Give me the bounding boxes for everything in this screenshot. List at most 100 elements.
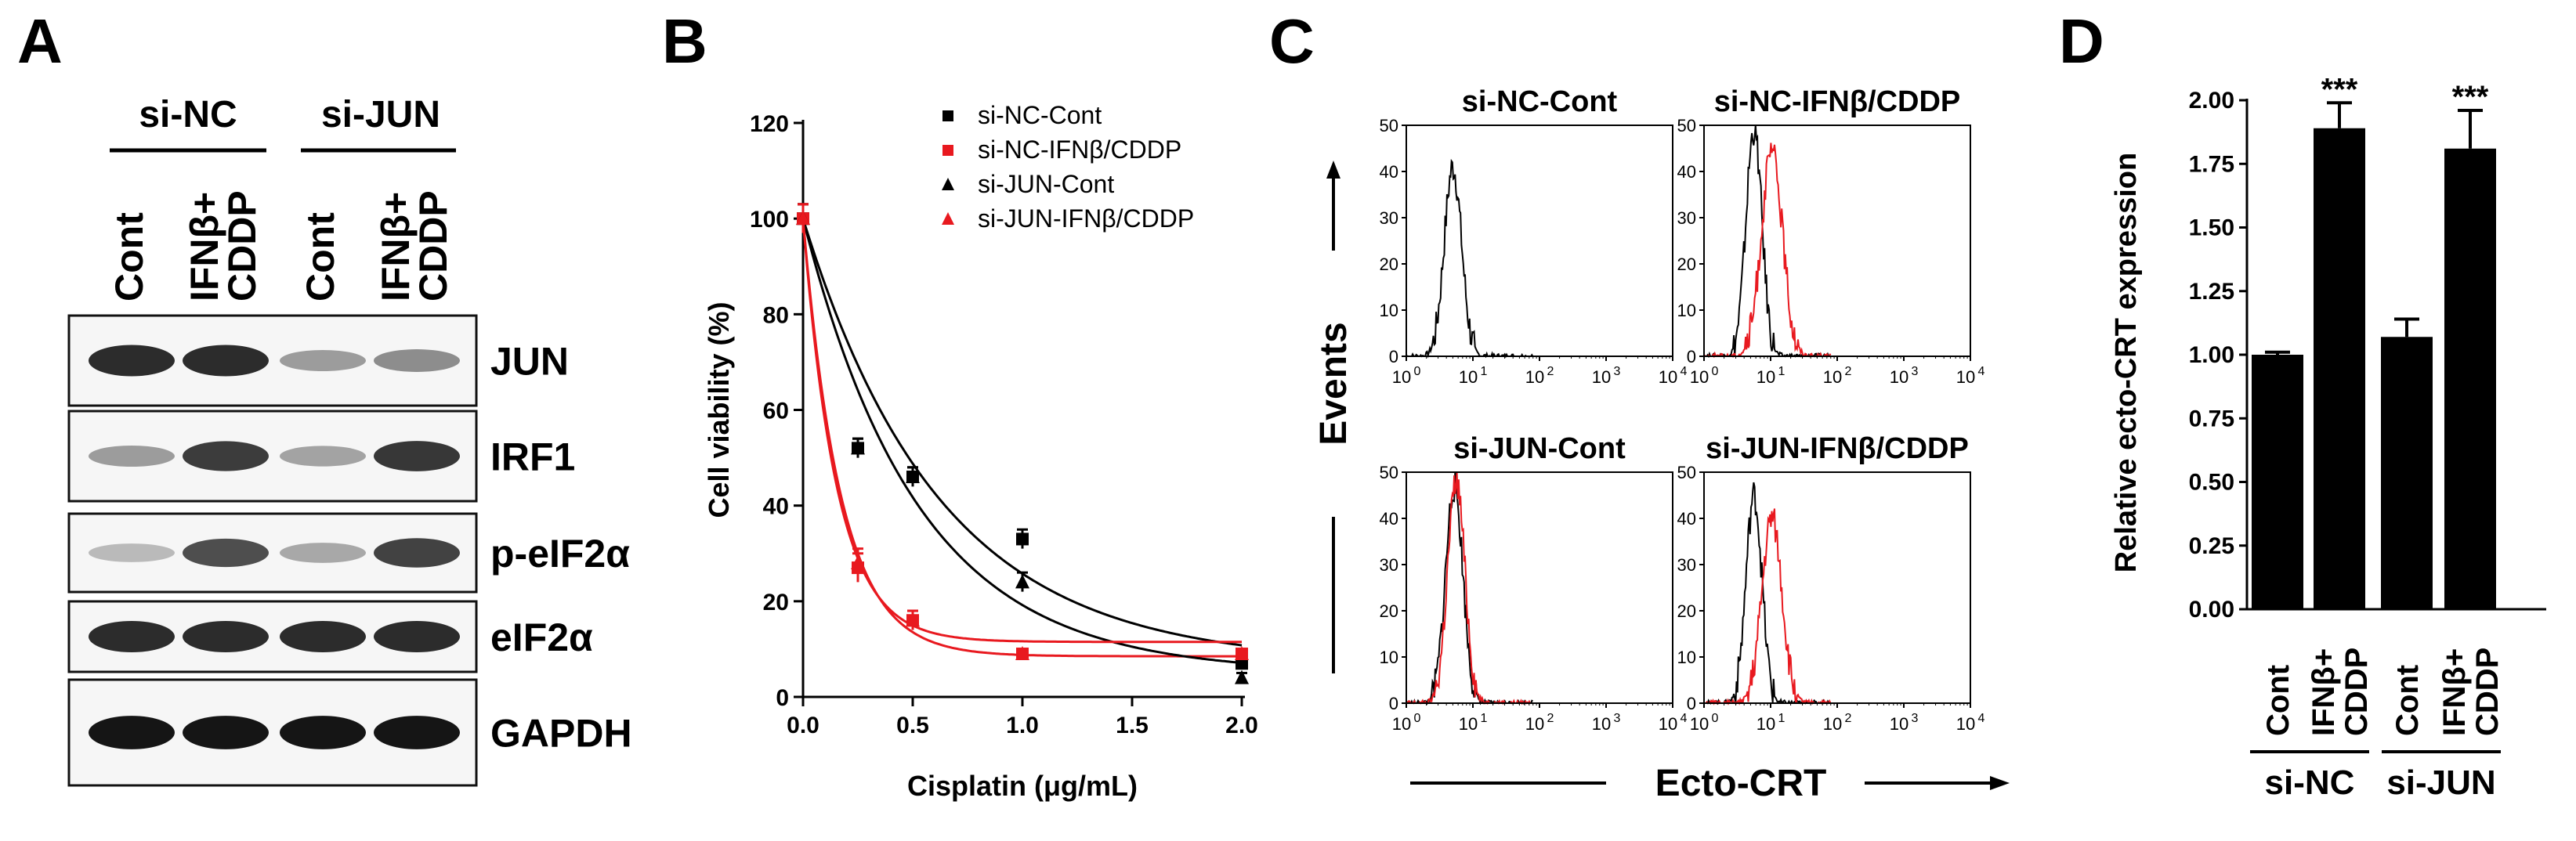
data-point xyxy=(1236,657,1248,670)
blot-band xyxy=(183,441,269,471)
blot-row-label: IRF1 xyxy=(490,435,575,479)
y-tick-label: 10 xyxy=(1677,301,1696,320)
x-tick-label: 10 xyxy=(1757,714,1775,734)
x-tick-label: 10 xyxy=(1659,367,1677,387)
bar xyxy=(2381,337,2433,609)
x-tick-exponent: 1 xyxy=(1778,712,1785,725)
blot-lane-label: Cont xyxy=(107,212,151,301)
x-tick-label: 10 xyxy=(1956,714,1975,734)
blot-band xyxy=(280,446,366,467)
x-tick-exponent: 4 xyxy=(1681,712,1688,725)
panel-letter-d: D xyxy=(2059,6,2104,76)
y-tick-label: 50 xyxy=(1380,116,1398,135)
western-blot-panel: si-NC si-JUN Cont IFNβ+CDDP Cont IFNβ+CDDPJ… xyxy=(67,94,632,787)
data-point xyxy=(1235,670,1249,684)
y-tick-label: 0 xyxy=(1687,694,1696,713)
y-tick-label: 40 xyxy=(1677,509,1696,529)
blot-row-label: eIF2α xyxy=(490,615,593,659)
blot-lane-label: IFNβ+ xyxy=(374,192,418,301)
x-tick-exponent: 2 xyxy=(1547,365,1554,378)
x-tick-exponent: 3 xyxy=(1614,365,1621,378)
y-tick-label: 0 xyxy=(776,685,789,711)
x-tick-label: 10 xyxy=(1690,714,1709,734)
blot-band xyxy=(374,620,460,653)
x-tick-label: 10 xyxy=(1823,714,1842,734)
y-tick-label: 30 xyxy=(1677,208,1696,228)
y-tick-label: 50 xyxy=(1380,463,1398,482)
data-point xyxy=(1015,574,1029,589)
y-axis-label: Cell viability (%) xyxy=(703,301,735,518)
y-tick-label: 0.50 xyxy=(2189,470,2234,496)
y-tick-label: 50 xyxy=(1677,463,1696,482)
x-tick-exponent: 2 xyxy=(1547,712,1554,725)
y-tick-label: 1.75 xyxy=(2189,151,2234,177)
bar-chart-panel: 0.00 0.25 0.50 0.75 1.00 1.25 1.50 1.75 2.00 Rela… xyxy=(2110,72,2546,802)
y-tick-label: 60 xyxy=(763,399,789,424)
blot-band xyxy=(183,345,269,377)
x-tick-label: 10 xyxy=(1459,714,1478,734)
x-tick-exponent: 4 xyxy=(1978,365,1985,378)
x-tick-label: 10 xyxy=(1392,714,1411,734)
x-tick-label: 10 xyxy=(1459,367,1478,387)
data-point xyxy=(1016,532,1029,546)
blot-band xyxy=(374,716,460,749)
y-tick-label: 1.25 xyxy=(2189,279,2234,305)
y-tick-label: 40 xyxy=(1677,162,1696,182)
legend-label: si-JUN-Cont xyxy=(978,170,1114,198)
y-tick-label: 0 xyxy=(1389,694,1398,713)
histogram-curve xyxy=(1406,158,1534,359)
blot-band xyxy=(374,441,460,471)
x-tick-label: 0.5 xyxy=(896,713,929,738)
data-point xyxy=(906,612,920,627)
panel-letter-b: B xyxy=(662,6,707,76)
x-tick-exponent: 4 xyxy=(1681,365,1688,378)
blot-band xyxy=(280,716,366,749)
x-tick-label: 2.0 xyxy=(1225,713,1258,738)
legend-label: si-NC-Cont xyxy=(978,101,1102,129)
blot-band xyxy=(280,620,366,653)
flow-x-axis-label: Ecto-CRT xyxy=(1655,763,1827,804)
histogram-frame xyxy=(1703,125,1971,357)
group-label: si-NC xyxy=(2265,763,2355,802)
x-tick-exponent: 1 xyxy=(1481,365,1488,378)
x-tick-exponent: 3 xyxy=(1912,712,1919,725)
data-point xyxy=(851,440,865,455)
x-tick-label: 10 xyxy=(1890,714,1908,734)
y-tick-label: 30 xyxy=(1677,555,1696,575)
y-tick-label: 0.25 xyxy=(2189,533,2234,559)
blot-band xyxy=(183,538,269,568)
x-tick-label: 10 xyxy=(1956,367,1975,387)
data-point xyxy=(1015,646,1029,661)
blot-band xyxy=(280,349,366,372)
data-point xyxy=(796,211,810,226)
y-tick-label: 30 xyxy=(1380,555,1398,575)
fit-curve xyxy=(801,218,1242,644)
x-tick-label: 10 xyxy=(1592,367,1611,387)
x-tick-label: 10 xyxy=(1890,367,1908,387)
legend-label: si-JUN-IFNβ/CDDP xyxy=(978,204,1194,233)
y-tick-label: 40 xyxy=(1380,162,1398,182)
category-label: CDDP xyxy=(2470,648,2505,736)
x-tick-label: 10 xyxy=(1690,367,1709,387)
y-tick-label: 20 xyxy=(1677,254,1696,274)
y-tick-label: 40 xyxy=(763,494,789,520)
histogram-curve xyxy=(1406,471,1533,706)
bar xyxy=(2252,355,2303,609)
x-tick-exponent: 3 xyxy=(1614,712,1621,725)
histogram-title: si-JUN-IFNβ/CDDP xyxy=(1706,432,1969,465)
y-tick-label: 120 xyxy=(750,111,789,137)
bar xyxy=(2444,148,2496,609)
blot-group-label: si-NC xyxy=(139,94,237,135)
x-tick-exponent: 0 xyxy=(1414,365,1421,378)
fit-curve xyxy=(801,218,1243,664)
histogram-curve xyxy=(1704,508,1832,706)
dose-response-panel: 0 20 40 60 80 100 120 0.0 0.5 1.0 1.5 2.0 Cisplatin … xyxy=(703,101,1258,802)
blot-row-label: JUN xyxy=(490,340,569,384)
y-tick-label: 40 xyxy=(1380,509,1398,529)
x-tick-label: 1.0 xyxy=(1006,713,1039,738)
histogram-title: si-JUN-Cont xyxy=(1453,432,1626,465)
